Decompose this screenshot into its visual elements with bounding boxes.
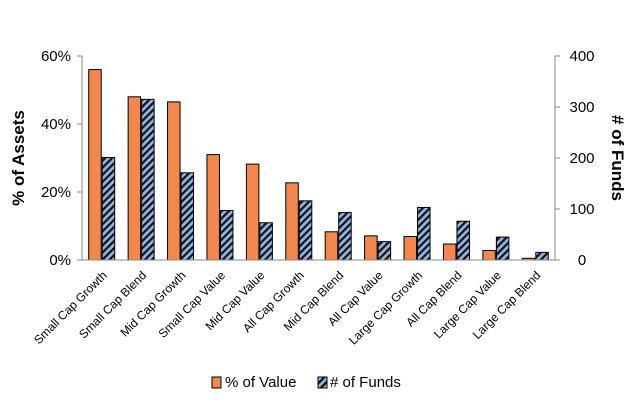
y2-tick-label: 100 bbox=[569, 201, 594, 218]
x-category-label: Large Cap Blend bbox=[470, 268, 544, 342]
bar-value-5 bbox=[285, 182, 299, 261]
bar-funds-10 bbox=[495, 236, 510, 261]
x-category-label: Small Cap Growth bbox=[31, 268, 110, 347]
bar-value-0 bbox=[88, 69, 102, 261]
legend-label-funds: # of Funds bbox=[330, 374, 401, 391]
bar-funds-0 bbox=[101, 156, 116, 261]
bar-value-4 bbox=[245, 163, 260, 261]
legend-swatch-value bbox=[211, 376, 222, 389]
bar-funds-11 bbox=[535, 251, 549, 261]
y-tick-label: 60% bbox=[41, 48, 71, 65]
bar-funds-1 bbox=[141, 98, 155, 261]
bar-funds-3 bbox=[219, 210, 234, 261]
bar-funds-4 bbox=[259, 222, 273, 261]
bar-funds-7 bbox=[377, 241, 392, 261]
bar-value-1 bbox=[127, 96, 142, 261]
bar-value-6 bbox=[324, 231, 339, 261]
y-tick-label: 20% bbox=[41, 184, 71, 201]
legend-label-value: % of Value bbox=[225, 374, 296, 391]
y-tick-label: 0% bbox=[49, 252, 71, 269]
bar-funds-6 bbox=[338, 212, 352, 261]
bar-value-8 bbox=[403, 236, 418, 261]
bar-value-7 bbox=[364, 235, 378, 261]
bar-value-9 bbox=[442, 243, 457, 261]
x-category-label: Large Cap Value bbox=[431, 268, 504, 341]
y-axis-title: % of Assets bbox=[9, 110, 28, 206]
y-tick-label: 40% bbox=[41, 116, 71, 133]
x-category-label: Large Cap Growth bbox=[346, 268, 425, 347]
bar-value-2 bbox=[167, 101, 181, 261]
x-category-label: Small Cap Value bbox=[156, 268, 229, 341]
legend-swatch-funds bbox=[317, 376, 328, 389]
bar-funds-2 bbox=[180, 172, 195, 261]
y2-tick-label: 300 bbox=[569, 99, 594, 116]
bar-value-10 bbox=[482, 249, 496, 261]
bar-funds-5 bbox=[298, 200, 313, 261]
y2-tick-label: 400 bbox=[569, 48, 594, 65]
y2-tick-label: 200 bbox=[569, 150, 594, 167]
bar-value-3 bbox=[206, 154, 220, 261]
bar-funds-8 bbox=[417, 206, 431, 261]
y2-axis-title: # of Funds bbox=[608, 115, 627, 201]
bar-funds-9 bbox=[456, 220, 470, 261]
x-category-label: Small Cap Blend bbox=[76, 268, 149, 341]
y2-tick-label: 0 bbox=[578, 252, 586, 269]
